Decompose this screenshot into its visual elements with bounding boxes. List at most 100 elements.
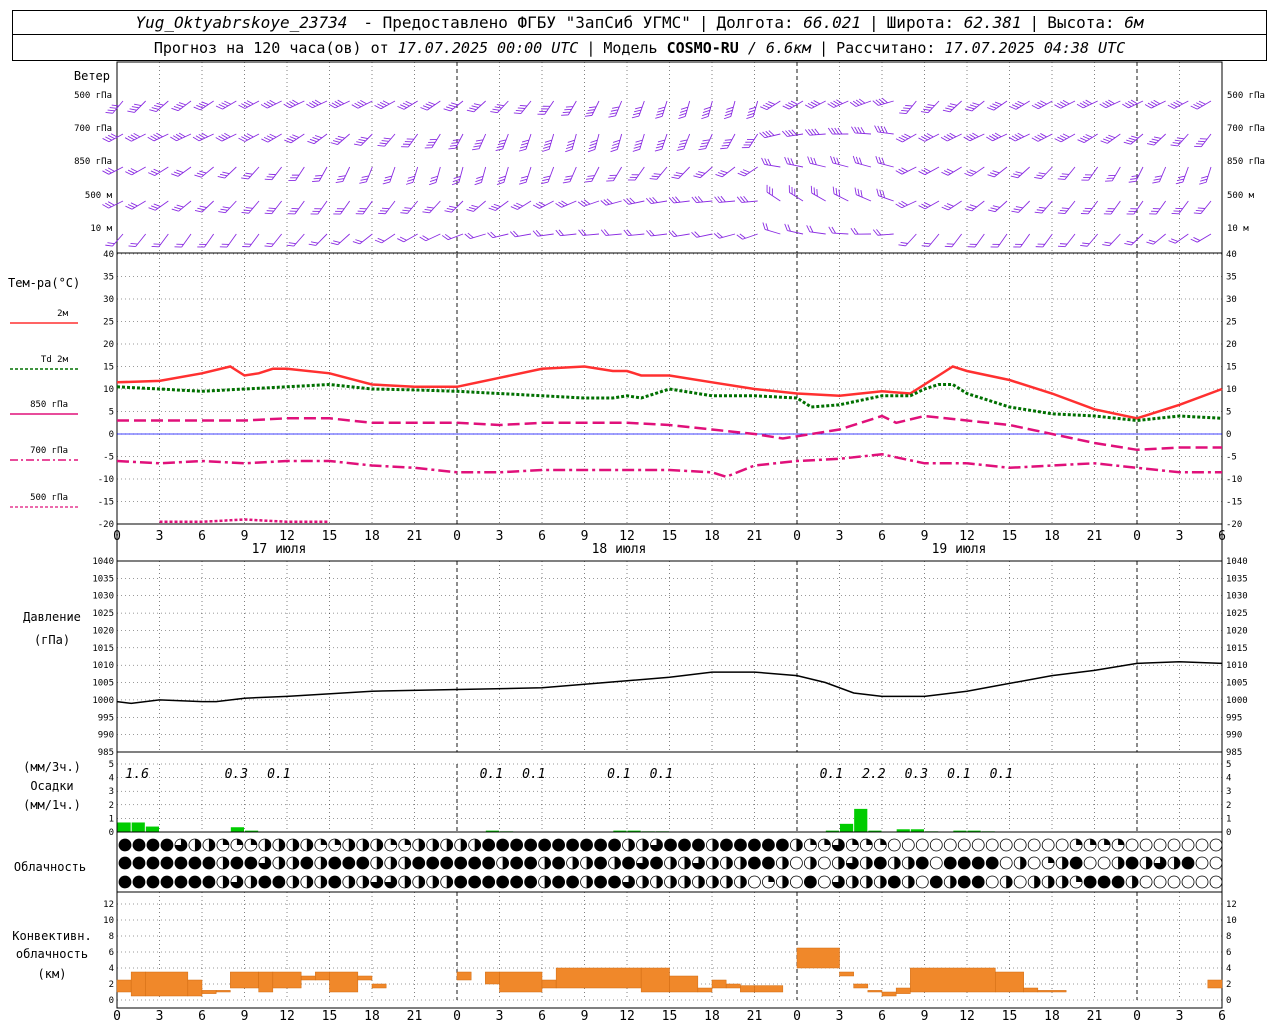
- wind-barb: [600, 229, 622, 236]
- x-tick-label: 9: [921, 529, 929, 544]
- wind-barb: [1099, 99, 1121, 109]
- cloud-symbol-fill: [356, 857, 369, 869]
- x-tick-label-bottom: 0: [113, 1009, 121, 1024]
- cloud-symbol-fill: [474, 839, 481, 851]
- calculated-time: 17.07.2025 04:38 UTC: [944, 38, 1126, 57]
- y-tick-label-right: 1030: [1226, 592, 1248, 602]
- temp-title: Тем-ра(°С): [8, 276, 80, 290]
- cloud-symbol: [929, 838, 943, 852]
- cloud-symbol-fill: [1104, 839, 1111, 845]
- wind-barb: [284, 133, 305, 144]
- cloud-symbol-fill: [824, 839, 831, 845]
- cloud-symbol: [1097, 856, 1111, 870]
- wind-barb: [490, 100, 509, 114]
- wind-barb: [241, 200, 260, 214]
- cloud-symbol-fill: [656, 876, 663, 888]
- precip-title: Осадки: [30, 779, 73, 793]
- cloud-symbol: [1027, 838, 1041, 852]
- cloud-symbol-fill: [258, 876, 271, 888]
- wind-barb: [986, 132, 1008, 142]
- wind-barb: [374, 100, 396, 110]
- wind-barb: [964, 200, 985, 212]
- wind-barb: [895, 133, 917, 143]
- cloud-symbol-fill: [958, 857, 971, 869]
- cloud-symbol-fill: [678, 839, 691, 851]
- cloud-symbol-fill: [692, 839, 705, 851]
- x-tick-label: 3: [496, 529, 504, 544]
- wind-barb: [1031, 133, 1053, 142]
- wind-barb: [898, 233, 917, 247]
- x-tick-label: 6: [878, 529, 886, 544]
- x-tick-label: 12: [959, 529, 975, 544]
- cloud-symbol-fill: [132, 839, 145, 851]
- wind-barb: [1081, 166, 1099, 181]
- wind-barb: [631, 100, 645, 119]
- wind-barb: [1152, 166, 1167, 184]
- y-tick-label-left: 0: [109, 430, 114, 440]
- cloud-symbol-fill: [376, 839, 383, 851]
- wind-barb: [308, 233, 328, 246]
- cloud-symbol-fill: [832, 876, 845, 888]
- cloud-symbol-fill: [230, 857, 243, 869]
- cloud-symbol-fill: [594, 839, 607, 851]
- wind-barb: [875, 156, 894, 168]
- cloud-symbol-fill: [390, 839, 397, 845]
- wind-barb: [963, 132, 985, 142]
- cloud-symbol-fill: [1098, 876, 1111, 888]
- cloud-symbol-fill: [418, 839, 425, 851]
- cloud-symbol-fill: [608, 839, 621, 851]
- cloud-symbol-fill: [782, 876, 789, 888]
- cloud-symbol-fill: [1006, 876, 1013, 888]
- wind-barb: [330, 133, 350, 145]
- cloud-symbol: [1195, 875, 1209, 889]
- x-tick-label-bottom: 15: [1002, 1009, 1018, 1024]
- y-tick-label-right: -5: [1226, 453, 1237, 463]
- y-tick-label-right: 3: [1226, 787, 1231, 797]
- conv-cloud-bar: [456, 971, 472, 981]
- wind-barb: [466, 100, 486, 113]
- y-tick-label-right: 6: [1226, 948, 1231, 958]
- wind-barb: [171, 200, 192, 212]
- pressure-title: Давление: [23, 610, 81, 624]
- wind-barb: [807, 156, 826, 168]
- cloud-symbol: [1209, 875, 1223, 889]
- wind-barb: [444, 200, 464, 213]
- cloud-symbol: [817, 856, 831, 870]
- cloud-symbol-fill: [1076, 839, 1083, 845]
- x-tick-label: 15: [662, 529, 678, 544]
- x-tick-label-bottom: 3: [496, 1009, 504, 1024]
- cloud-symbol-fill: [888, 876, 901, 888]
- t850-line: [117, 414, 1222, 452]
- conv-cloud-bar: [1037, 990, 1067, 993]
- x-tick-label-bottom: 0: [793, 1009, 801, 1024]
- wind-barb: [1076, 99, 1098, 109]
- wind-barb: [330, 233, 350, 246]
- cloud-symbol: [1125, 838, 1139, 852]
- t500-line: [159, 518, 330, 524]
- wind-barb: [124, 132, 146, 142]
- y-tick-label-right: 995: [1226, 713, 1242, 723]
- y-tick-label-right: 40: [1226, 250, 1237, 260]
- wind-barb: [565, 133, 577, 153]
- cloud-symbol-fill: [810, 839, 817, 845]
- cloud-symbol-fill: [544, 876, 551, 888]
- x-tick-label: 12: [619, 529, 635, 544]
- precip-bar: [825, 830, 839, 832]
- cloud-symbol-fill: [188, 857, 201, 869]
- conv-title-2: облачность: [16, 947, 88, 961]
- wind-barb: [654, 133, 668, 152]
- cloud-symbol-fill: [222, 876, 229, 888]
- cloud-symbol-fill: [810, 857, 817, 869]
- y-tick-label-left: 6: [109, 948, 114, 958]
- cloud-symbol-fill: [174, 876, 187, 888]
- precip-3h-label: 0.1: [947, 767, 970, 782]
- wind-barb: [1194, 133, 1212, 148]
- wind-barb: [964, 166, 985, 177]
- wind-barb: [474, 166, 487, 186]
- conv-cloud-bar: [315, 971, 330, 981]
- y-tick-label-right: 1020: [1226, 626, 1248, 636]
- conv-cloud-bar: [329, 971, 359, 993]
- wind-barb: [424, 133, 441, 149]
- wind-barb: [691, 231, 713, 238]
- wind-barb: [192, 132, 214, 142]
